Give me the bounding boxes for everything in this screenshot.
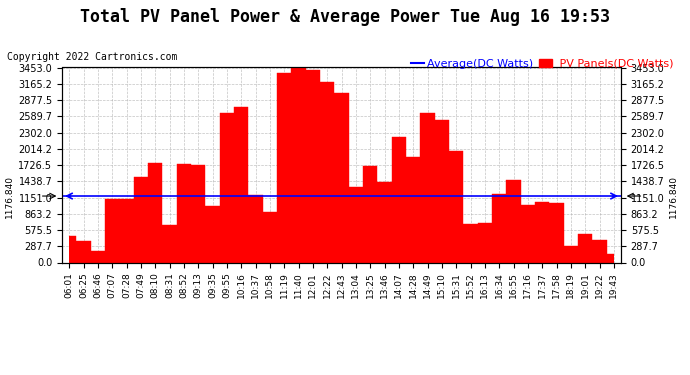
Legend: Average(DC Watts),  PV Panels(DC Watts): Average(DC Watts), PV Panels(DC Watts) bbox=[406, 54, 678, 73]
Text: Copyright 2022 Cartronics.com: Copyright 2022 Cartronics.com bbox=[7, 53, 177, 63]
Text: Total PV Panel Power & Average Power Tue Aug 16 19:53: Total PV Panel Power & Average Power Tue… bbox=[80, 8, 610, 26]
Text: 1176.840: 1176.840 bbox=[669, 174, 678, 217]
Text: 1176.840: 1176.840 bbox=[5, 174, 14, 217]
